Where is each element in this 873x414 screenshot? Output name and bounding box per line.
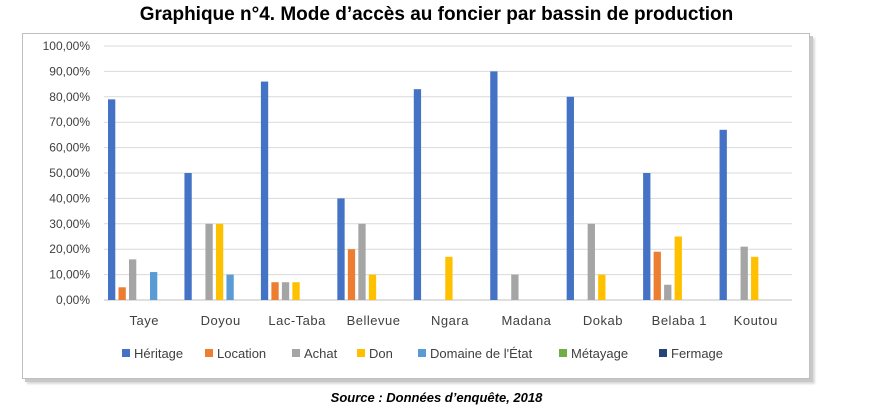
bar — [368, 274, 377, 300]
legend-swatch — [559, 349, 567, 357]
y-tick-label: 0,00% — [56, 293, 90, 307]
y-tick-label: 70,00% — [49, 115, 90, 129]
bar — [653, 251, 661, 300]
legend-swatch — [292, 349, 300, 357]
legend-swatch — [205, 349, 213, 357]
y-tick-label: 80,00% — [49, 90, 90, 104]
x-tick-label: Taye — [129, 313, 158, 328]
y-tick-label: 30,00% — [49, 217, 90, 231]
y-tick-label: 90,00% — [49, 64, 90, 78]
bar — [566, 96, 574, 300]
bar — [271, 282, 279, 300]
bar — [184, 173, 192, 300]
bar — [413, 89, 422, 301]
bar — [205, 223, 213, 300]
bar — [719, 129, 727, 300]
bar — [226, 274, 234, 300]
bar — [674, 236, 682, 300]
bar — [108, 99, 116, 300]
bar — [751, 256, 759, 300]
legend-swatch — [418, 349, 426, 357]
x-tick-label: Lac-Taba — [268, 313, 326, 328]
legend-label: Héritage — [134, 346, 183, 361]
bar — [292, 282, 300, 300]
chart-title: Graphique n°4. Mode d’accès au foncier p… — [139, 4, 734, 25]
bar — [260, 81, 269, 300]
legend-label: Achat — [304, 346, 338, 361]
bar — [587, 223, 595, 300]
legend-swatch — [357, 349, 365, 357]
bar — [215, 223, 224, 300]
legend-label: Location — [217, 346, 266, 361]
x-tick-label: Dokab — [583, 313, 623, 328]
source-note: Source : Données d’enquête, 2018 — [330, 390, 543, 405]
x-tick-label: Madana — [501, 313, 551, 328]
x-tick-label: Belaba 1 — [652, 313, 707, 328]
bar — [150, 272, 158, 300]
bar — [129, 259, 137, 300]
y-tick-label: 60,00% — [49, 141, 90, 155]
bar — [281, 282, 290, 300]
legend-label: Domaine de l'État — [430, 346, 533, 361]
legend-label: Fermage — [671, 346, 723, 361]
legend-label: Don — [369, 346, 393, 361]
y-tick-label: 50,00% — [49, 166, 90, 180]
bar — [740, 246, 748, 300]
y-tick-label: 10,00% — [49, 268, 90, 282]
legend-swatch — [659, 349, 667, 357]
legend-swatch — [122, 349, 130, 357]
y-tick-label: 40,00% — [49, 191, 90, 205]
bar — [664, 284, 672, 300]
x-tick-label: Bellevue — [347, 313, 401, 328]
bar — [118, 287, 126, 300]
bar — [445, 256, 453, 300]
bar — [337, 198, 345, 300]
bar — [598, 274, 606, 300]
x-tick-label: Ngara — [431, 313, 469, 328]
bar — [490, 71, 498, 301]
x-tick-label: Koutou — [734, 313, 778, 328]
bar — [643, 173, 651, 300]
x-tick-label: Doyou — [201, 313, 241, 328]
y-tick-label: 20,00% — [49, 242, 90, 256]
legend-label: Métayage — [571, 346, 628, 361]
bar — [347, 249, 356, 300]
y-tick-label: 100,00% — [43, 39, 91, 53]
bar — [511, 274, 519, 300]
bar — [358, 223, 366, 300]
